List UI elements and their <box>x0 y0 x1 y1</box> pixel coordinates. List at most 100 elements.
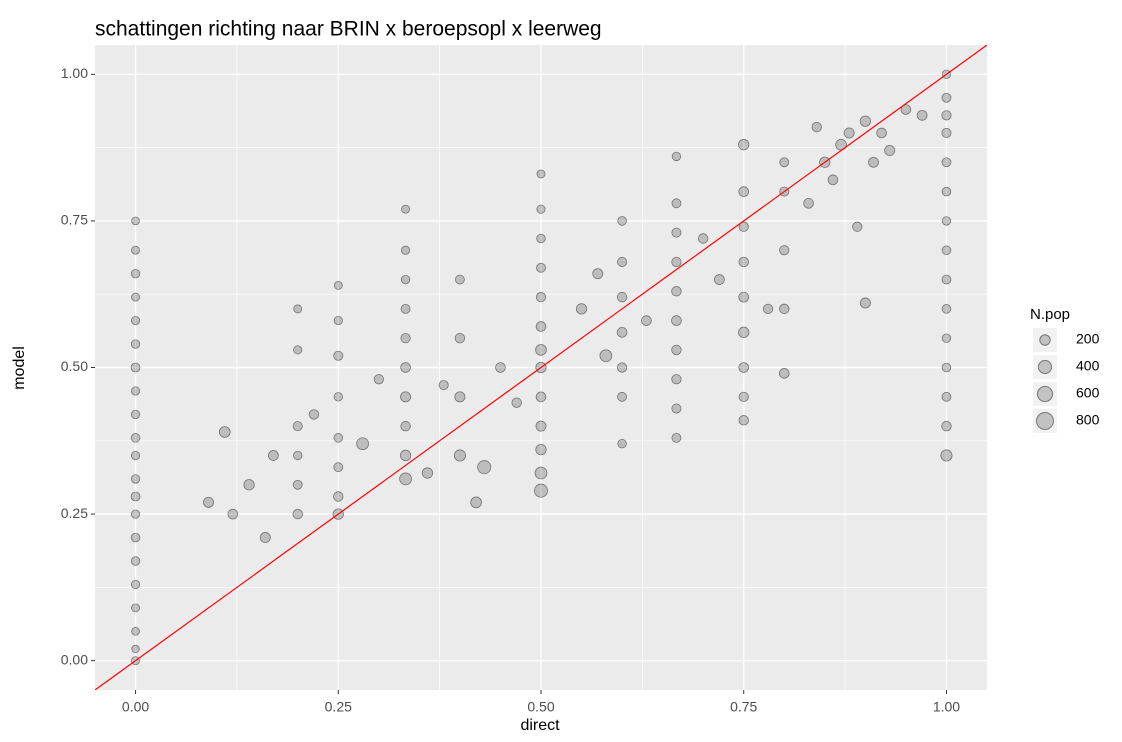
point <box>843 127 855 139</box>
point <box>399 472 412 486</box>
y-tick-label: 0.50 <box>61 358 88 374</box>
point <box>536 262 546 273</box>
point <box>130 362 141 373</box>
legend-symbol <box>1036 412 1054 430</box>
point <box>130 433 141 443</box>
legend-title: N.pop <box>1030 306 1070 323</box>
point <box>671 403 682 414</box>
point <box>130 268 141 279</box>
point <box>762 303 774 314</box>
point <box>203 496 215 508</box>
point <box>454 391 466 403</box>
point <box>617 216 627 226</box>
point <box>592 268 604 280</box>
point <box>859 115 872 127</box>
point <box>738 291 750 303</box>
legend-symbol <box>1037 359 1053 375</box>
point <box>941 304 952 314</box>
point <box>130 509 141 519</box>
point <box>738 186 750 197</box>
point <box>876 127 887 139</box>
point <box>671 151 682 162</box>
point <box>373 374 384 385</box>
point <box>130 579 141 590</box>
point <box>617 439 627 449</box>
point <box>292 508 303 520</box>
legend-label: 800 <box>1076 412 1100 428</box>
point <box>941 274 952 285</box>
point <box>697 233 709 244</box>
point <box>333 462 344 473</box>
point <box>535 344 547 356</box>
point <box>536 204 546 214</box>
y-tick-label: 0.00 <box>61 651 88 667</box>
point <box>671 198 682 209</box>
point <box>400 274 411 285</box>
point <box>738 139 750 151</box>
point <box>333 392 343 402</box>
legend-key <box>1033 382 1057 406</box>
point <box>827 174 839 186</box>
reference-line <box>95 45 987 690</box>
point <box>641 315 652 326</box>
point <box>268 450 279 461</box>
x-tick-label: 0.75 <box>730 699 757 715</box>
point <box>333 280 343 290</box>
legend-symbol <box>1036 385 1054 403</box>
point <box>671 432 682 443</box>
point <box>356 437 369 451</box>
point <box>671 286 682 297</box>
point <box>218 426 231 438</box>
point <box>131 627 140 636</box>
point <box>575 303 588 315</box>
legend-key <box>1033 409 1057 433</box>
point <box>131 644 140 654</box>
point <box>535 420 547 432</box>
point <box>293 450 303 461</box>
point <box>778 368 790 379</box>
point <box>616 291 628 303</box>
point <box>941 110 952 121</box>
point <box>779 303 790 315</box>
point <box>941 391 952 402</box>
point <box>779 245 790 256</box>
point <box>130 474 141 484</box>
point <box>671 344 682 356</box>
point <box>671 256 682 268</box>
point <box>916 109 928 121</box>
point <box>401 204 411 214</box>
legend-label: 400 <box>1076 358 1100 374</box>
chart-title: schattingen richting naar BRIN x beroeps… <box>95 18 602 41</box>
legend-label: 200 <box>1076 331 1100 347</box>
point <box>130 409 141 420</box>
point <box>130 316 141 326</box>
x-tick-label: 0.50 <box>527 699 554 715</box>
point <box>292 479 303 490</box>
point <box>941 92 952 103</box>
point <box>941 127 952 138</box>
point <box>779 157 790 168</box>
point <box>131 245 141 255</box>
point <box>941 157 952 168</box>
point <box>616 362 628 373</box>
point <box>400 391 412 403</box>
point <box>738 256 749 268</box>
x-tick-label: 0.00 <box>122 699 149 715</box>
point <box>130 386 141 396</box>
point <box>738 362 750 373</box>
point <box>438 380 449 391</box>
point <box>454 332 466 344</box>
point <box>131 216 140 226</box>
point <box>454 274 465 285</box>
point <box>400 362 411 373</box>
point <box>243 479 255 491</box>
point <box>941 333 952 343</box>
point <box>400 303 411 314</box>
point <box>940 449 953 462</box>
point <box>884 145 896 157</box>
point <box>714 274 725 285</box>
point <box>941 420 952 432</box>
point <box>671 315 682 326</box>
point <box>852 221 863 232</box>
